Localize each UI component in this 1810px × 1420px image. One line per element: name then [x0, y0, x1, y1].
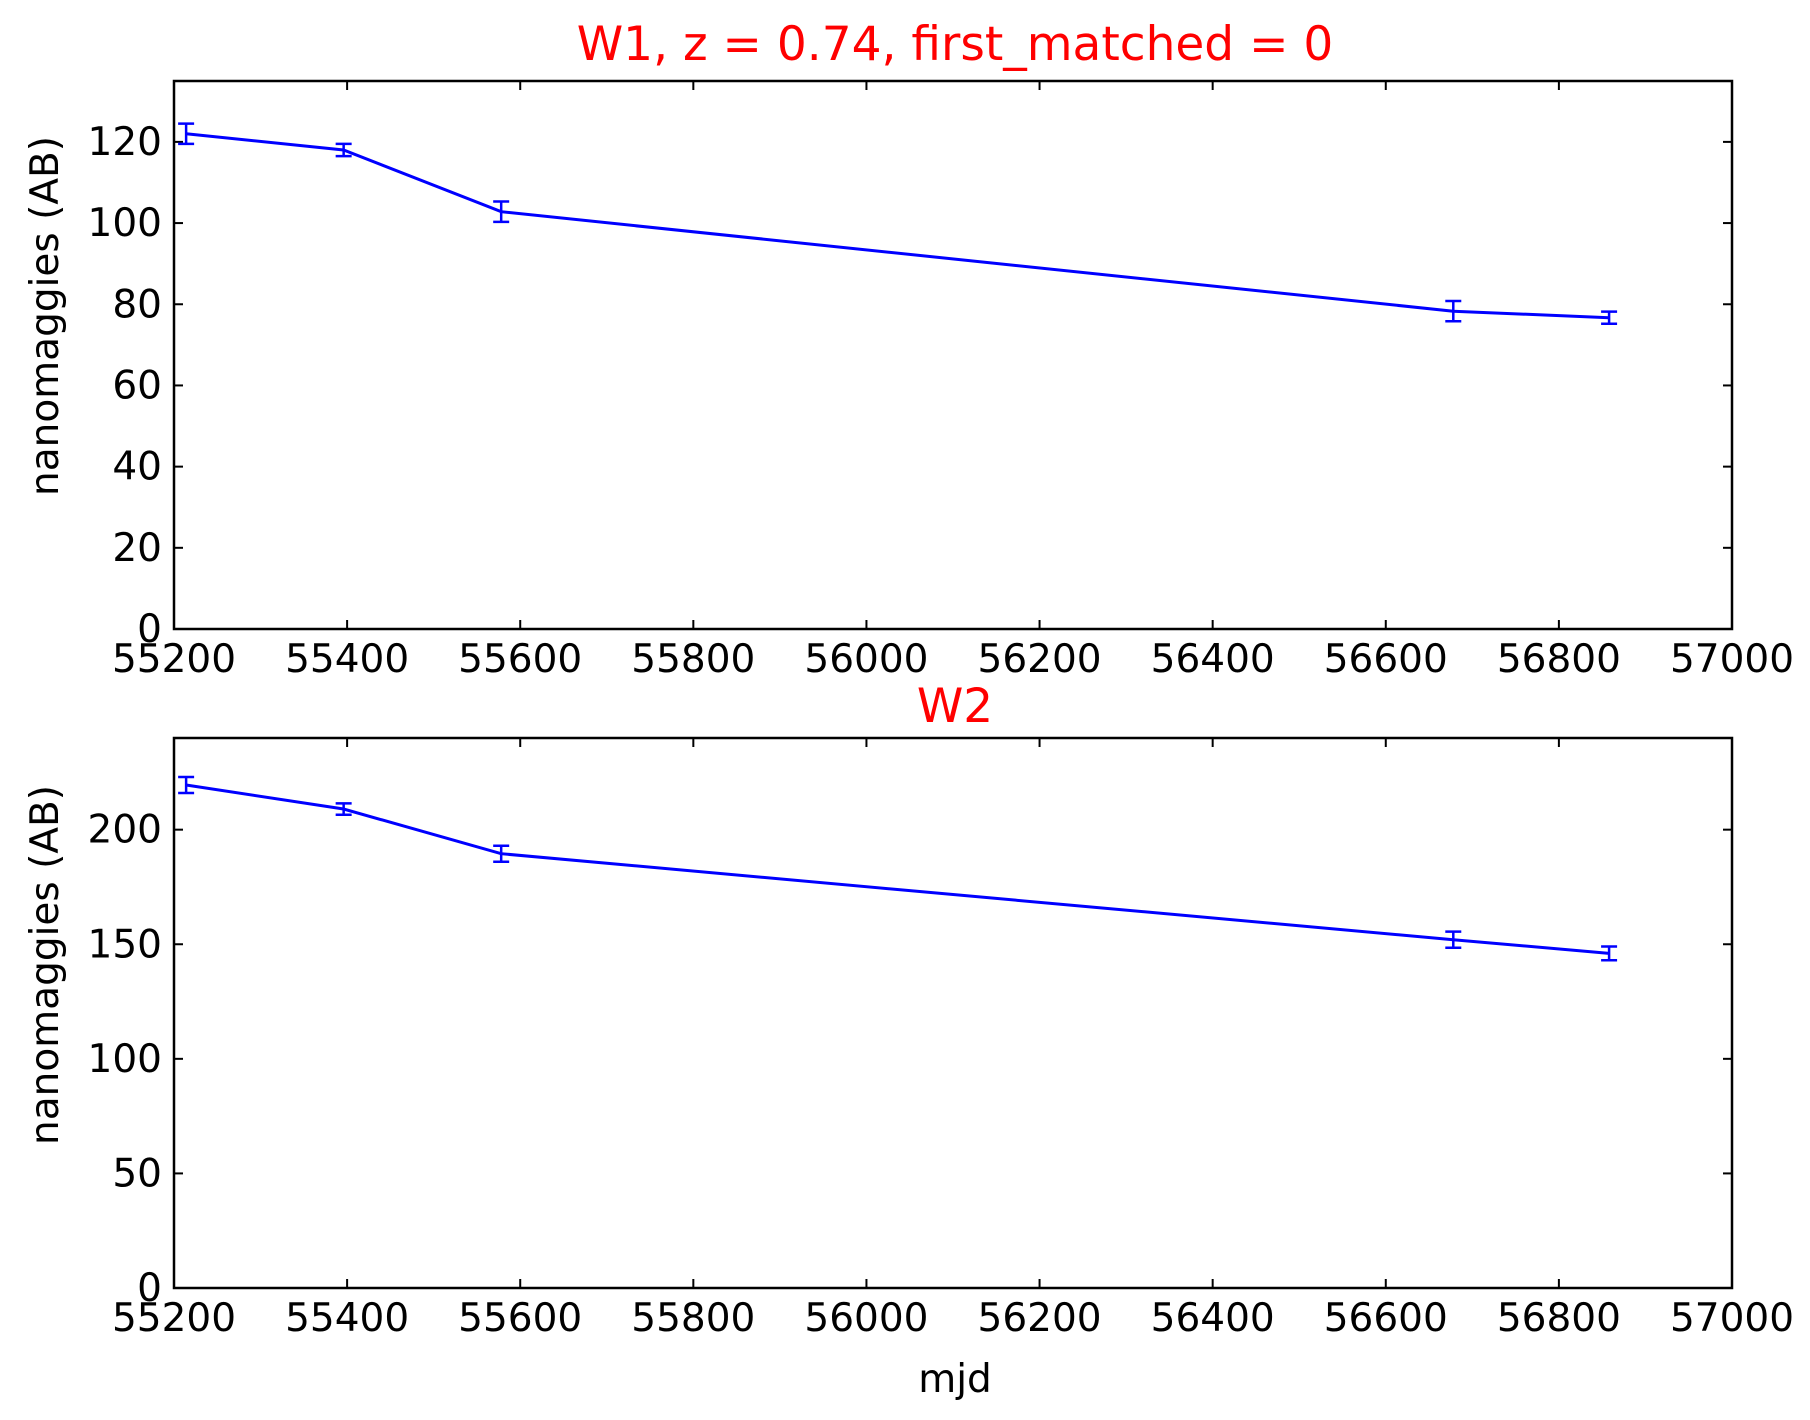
x-tick-label: 56600 [1324, 637, 1448, 682]
y-tick-label: 0 [137, 1266, 162, 1311]
error-bar [178, 122, 195, 146]
x-tick-label: 55600 [458, 637, 582, 682]
error-bar [493, 200, 510, 224]
error-bar [1601, 945, 1618, 962]
x-tick-label: 55400 [285, 1296, 409, 1341]
series-group [178, 775, 1618, 962]
error-bar [1445, 930, 1462, 949]
y-tick-label: 0 [137, 607, 162, 652]
x-tick-label: 55800 [631, 637, 755, 682]
error-bar [1601, 310, 1618, 325]
x-tick-label: 55600 [458, 1296, 582, 1341]
panel-w2: W2 nanomaggies (AB) mjd 55200 55400 55600 5… [23, 679, 1794, 1402]
y-axis-label: nanomaggies (AB) [23, 785, 68, 1145]
y-tick-label: 150 [88, 922, 162, 967]
x-tick-label: 56800 [1497, 637, 1621, 682]
x-tick-label: 55200 [112, 1296, 236, 1341]
y-tick-label: 80 [112, 282, 162, 327]
x-tick-label: 56000 [804, 1296, 928, 1341]
y-tick-label: 50 [112, 1151, 162, 1196]
series-group [178, 122, 1618, 325]
y-axis-label: nanomaggies (AB) [23, 136, 68, 496]
chart-title: W2 [917, 679, 993, 734]
y-tick-label: 100 [88, 1037, 162, 1082]
error-bar [493, 844, 510, 863]
x-tick-label: 57000 [1670, 637, 1794, 682]
y-tick-label: 120 [88, 120, 162, 165]
tick-group: 55200 55400 55600 55800 56000 56200 56400 56600… [88, 81, 1794, 682]
error-bar [178, 775, 195, 795]
plot-frame [172, 79, 1734, 631]
plot-frame [172, 736, 1734, 1290]
series-line [185, 783, 1610, 955]
error-bar [1445, 299, 1462, 323]
y-tick-label: 100 [88, 201, 162, 246]
x-tick-label: 55400 [285, 637, 409, 682]
x-tick-label: 56200 [978, 1296, 1102, 1341]
y-tick-label: 40 [112, 445, 162, 490]
x-tick-label: 56400 [1151, 1296, 1275, 1341]
x-tick-label: 57000 [1670, 1296, 1794, 1341]
x-tick-label: 56600 [1324, 1296, 1448, 1341]
error-bar [335, 802, 352, 817]
y-tick-label: 200 [88, 808, 162, 853]
tick-group: 55200 55400 55600 55800 56000 56200 56400 56600… [88, 738, 1794, 1341]
panel-w1: W1, z = 0.74, first_matched = 0 nanomagg… [23, 17, 1794, 682]
y-tick-label: 60 [112, 363, 162, 408]
x-tick-label: 55200 [112, 637, 236, 682]
x-tick-label: 55800 [631, 1296, 755, 1341]
chart-title: W1, z = 0.74, first_matched = 0 [577, 17, 1334, 72]
x-tick-label: 56000 [804, 637, 928, 682]
series-line [185, 132, 1610, 320]
x-tick-label: 56200 [978, 637, 1102, 682]
x-axis-label: mjd [918, 1357, 992, 1402]
x-tick-label: 56800 [1497, 1296, 1621, 1341]
y-tick-label: 20 [112, 526, 162, 571]
error-bar [335, 142, 352, 158]
x-tick-label: 56400 [1151, 637, 1275, 682]
